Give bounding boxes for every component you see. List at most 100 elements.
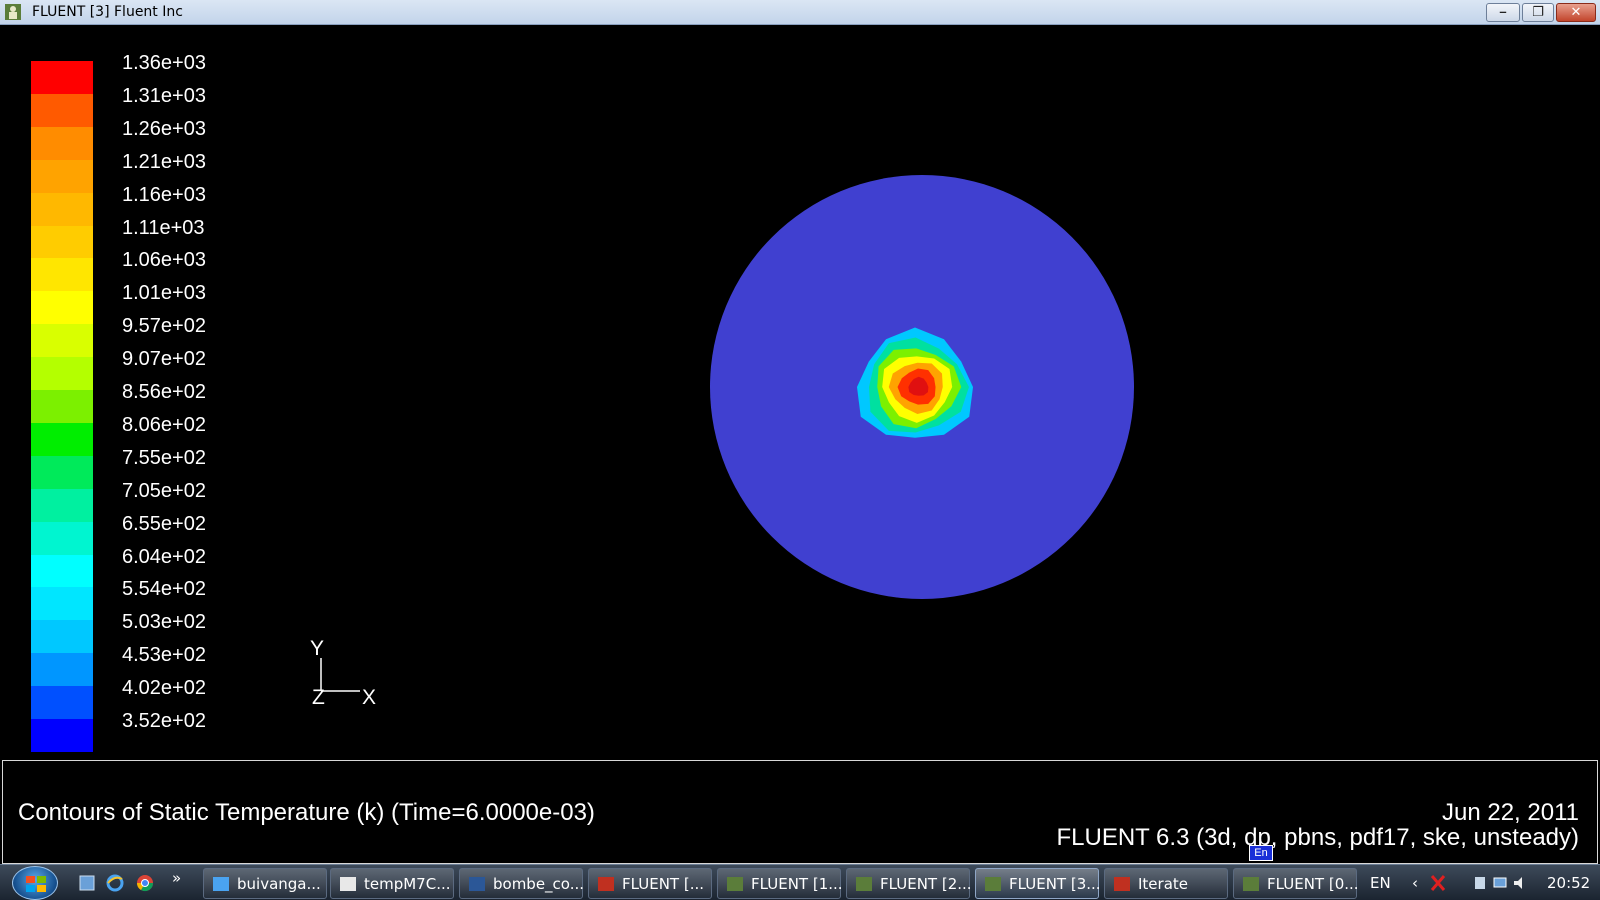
taskbar-button[interactable]: FLUENT [3... bbox=[975, 868, 1101, 899]
legend-label: 1.21e+03 bbox=[122, 150, 206, 173]
legend-swatch bbox=[31, 455, 93, 489]
document-icon bbox=[340, 877, 356, 891]
ie-icon bbox=[213, 877, 229, 891]
x-axis-label: X bbox=[362, 686, 377, 709]
taskbar-button-label: FLUENT [... bbox=[622, 875, 705, 893]
solver-version: FLUENT 6.3 (3d, dp, pbns, pdf17, ske, un… bbox=[1056, 824, 1579, 851]
taskbar-button-label: FLUENT [2... bbox=[880, 875, 972, 893]
close-button[interactable]: ✕ bbox=[1556, 3, 1596, 22]
legend-label: 6.55e+02 bbox=[122, 512, 206, 535]
legend-label: 1.11e+03 bbox=[122, 216, 205, 239]
legend-swatch bbox=[31, 357, 93, 391]
legend-swatch bbox=[31, 686, 93, 720]
close-icon: ✕ bbox=[1570, 4, 1582, 19]
contour-band bbox=[908, 376, 929, 396]
taskbar-button-label: FLUENT [1... bbox=[751, 875, 843, 893]
legend-swatch bbox=[31, 93, 93, 127]
legend-swatch bbox=[31, 225, 93, 259]
taskbar-button-label: FLUENT [0... bbox=[1267, 875, 1359, 893]
ie-icon[interactable] bbox=[106, 873, 124, 893]
window-title: FLUENT [3] Fluent Inc bbox=[32, 4, 183, 20]
taskbar-button[interactable]: FLUENT [... bbox=[588, 868, 712, 899]
fluent-app-icon bbox=[856, 877, 872, 891]
safely-remove-icon[interactable] bbox=[1472, 874, 1488, 892]
taskbar-button[interactable]: FLUENT [2... bbox=[846, 868, 972, 899]
legend-swatch bbox=[31, 620, 93, 654]
volume-icon[interactable] bbox=[1512, 874, 1528, 892]
legend-label: 8.06e+02 bbox=[122, 413, 206, 436]
minimize-icon: – bbox=[1499, 4, 1507, 19]
legend-swatch bbox=[31, 521, 93, 555]
minimize-button[interactable]: – bbox=[1486, 3, 1520, 22]
legend-label: 1.01e+03 bbox=[122, 282, 206, 305]
legend-label: 1.26e+03 bbox=[122, 117, 206, 140]
legend-swatch bbox=[31, 488, 93, 522]
legend-label: 1.16e+03 bbox=[122, 183, 206, 206]
taskbar-button[interactable]: Iterate bbox=[1104, 868, 1228, 899]
plot-date: Jun 22, 2011 bbox=[1441, 799, 1579, 826]
legend-swatch bbox=[31, 324, 93, 358]
more-quicklaunch-icon[interactable]: » bbox=[172, 869, 182, 887]
legend-swatch bbox=[31, 587, 93, 621]
legend-swatch bbox=[31, 126, 93, 160]
restore-button[interactable]: ❐ bbox=[1522, 3, 1554, 22]
legend-label: 1.06e+03 bbox=[122, 249, 206, 272]
language-indicator[interactable]: EN bbox=[1370, 874, 1391, 892]
taskbar-button-label: bombe_co... bbox=[493, 875, 585, 893]
legend-swatch bbox=[31, 554, 93, 588]
plot-caption: Contours of Static Temperature (k) (Time… bbox=[2, 760, 1598, 864]
taskbar-button[interactable]: tempM7C... bbox=[330, 868, 454, 899]
z-axis-label: Z bbox=[312, 686, 325, 709]
network-icon[interactable] bbox=[1492, 874, 1508, 892]
title-bar[interactable]: FLUENT [3] Fluent Inc – ❐ ✕ bbox=[0, 0, 1600, 25]
taskbar-button[interactable]: buivanga... bbox=[203, 868, 327, 899]
fluent-app-icon bbox=[5, 4, 21, 20]
fluent-graphics-icon bbox=[598, 877, 614, 891]
legend-label: 9.07e+02 bbox=[122, 348, 206, 371]
legend-label: 1.36e+03 bbox=[122, 52, 206, 74]
fluent-app-icon bbox=[727, 877, 743, 891]
graphics-display[interactable]: 1.36e+03 1.31e+03 1.26e+03 1.21e+03 1.16e+03… bbox=[0, 25, 1600, 760]
start-button[interactable] bbox=[12, 866, 58, 900]
legend-swatch bbox=[31, 192, 93, 226]
legend-swatch bbox=[31, 61, 93, 94]
temperature-hotspot bbox=[857, 327, 973, 438]
taskbar-button-label: Iterate bbox=[1138, 875, 1189, 893]
taskbar-button-label: tempM7C... bbox=[364, 875, 451, 893]
legend-label: 5.03e+02 bbox=[122, 611, 206, 634]
taskbar-button-label: buivanga... bbox=[237, 875, 321, 893]
legend-swatch bbox=[31, 291, 93, 325]
restore-icon: ❐ bbox=[1532, 4, 1544, 19]
y-axis-label: Y bbox=[310, 637, 325, 660]
legend-swatch bbox=[31, 258, 93, 292]
antivirus-icon[interactable] bbox=[1430, 874, 1446, 892]
legend-label: 1.31e+03 bbox=[122, 84, 206, 107]
fluent-app-icon bbox=[1243, 877, 1259, 891]
legend-swatch bbox=[31, 390, 93, 423]
language-tooltip: En bbox=[1249, 845, 1273, 861]
tray-expand-icon[interactable]: ‹ bbox=[1412, 874, 1418, 892]
show-desktop-icon[interactable] bbox=[78, 873, 96, 893]
legend-swatch bbox=[31, 719, 93, 752]
legend-label: 3.52e+02 bbox=[122, 710, 206, 732]
plot-title: Contours of Static Temperature (k) (Time… bbox=[18, 799, 595, 826]
fluent-graphics-icon bbox=[1114, 877, 1130, 891]
clock[interactable]: 20:52 bbox=[1547, 874, 1591, 892]
taskbar-button[interactable]: FLUENT [1... bbox=[717, 868, 843, 899]
taskbar-button[interactable]: bombe_co... bbox=[459, 868, 585, 899]
taskbar: » buivanga... tempM7C... bombe_co... FLUENT… bbox=[0, 864, 1600, 900]
legend-swatch bbox=[31, 159, 93, 193]
contour-plot bbox=[710, 175, 1134, 599]
legend-label: 6.04e+02 bbox=[122, 545, 206, 568]
taskbar-button-label: FLUENT [3... bbox=[1009, 875, 1101, 893]
taskbar-button[interactable]: FLUENT [0... bbox=[1233, 868, 1359, 899]
legend-label: 8.56e+02 bbox=[122, 381, 206, 403]
legend-swatch bbox=[31, 653, 93, 687]
legend-label: 4.53e+02 bbox=[122, 644, 206, 667]
legend-label: 9.57e+02 bbox=[122, 315, 206, 338]
axis-triad-lines bbox=[320, 658, 360, 692]
chrome-icon[interactable] bbox=[136, 873, 154, 893]
legend-label: 4.02e+02 bbox=[122, 677, 206, 700]
word-icon bbox=[469, 877, 485, 891]
legend-label: 7.55e+02 bbox=[122, 446, 206, 469]
